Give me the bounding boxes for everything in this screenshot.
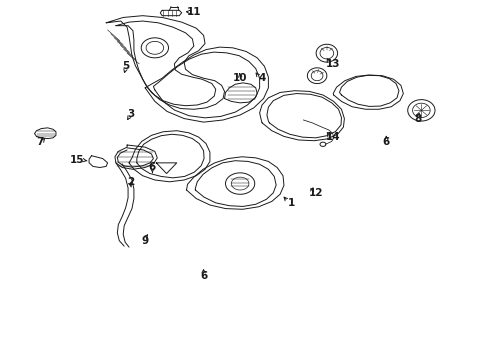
Text: 14: 14 [325,132,340,142]
Text: 6: 6 [200,271,207,282]
Text: 3: 3 [127,109,134,119]
Text: 5: 5 [122,61,129,71]
Text: 13: 13 [325,59,340,69]
Text: 2: 2 [127,177,134,187]
Text: 8: 8 [415,113,421,123]
Text: 11: 11 [187,7,201,17]
Text: 1: 1 [288,198,295,208]
Text: 6: 6 [149,162,156,172]
Text: 9: 9 [142,236,148,246]
Text: 4: 4 [258,73,266,83]
Text: 7: 7 [37,138,44,148]
Text: 15: 15 [70,156,84,165]
Text: 6: 6 [383,138,390,148]
Text: 12: 12 [308,188,323,198]
Text: 10: 10 [233,73,247,83]
